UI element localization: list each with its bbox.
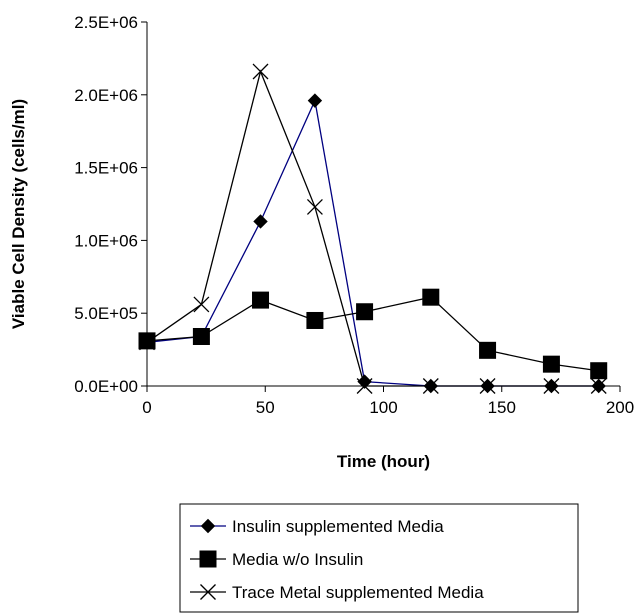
data-point-x [590,378,607,394]
data-point-diamond [253,214,268,229]
data-point-x [306,198,323,215]
y-tick-label: 1.0E+06 [74,231,138,250]
legend-item: Media w/o Insulin [190,550,363,569]
data-point-square [542,355,560,373]
data-point-square [199,550,217,568]
y-tick-label: 1.5E+06 [74,159,138,178]
series-square [138,288,608,380]
y-tick-label: 2.0E+06 [74,86,138,105]
series-group [138,63,608,394]
legend-item: Insulin supplemented Media [190,517,444,536]
data-point-square [306,311,324,329]
y-axis-title: Viable Cell Density (cells/ml) [9,99,28,329]
data-point-square [479,341,497,359]
series-x [139,63,607,394]
x-tick-label: 100 [369,398,397,417]
data-point-x [543,378,560,394]
data-point-diamond [307,93,323,108]
y-tick-label: 0.0E+00 [74,377,138,396]
data-point-diamond [200,518,216,534]
series-line [146,69,599,387]
legend: Insulin supplemented Media Media w/o Insu… [179,503,579,613]
data-point-x [200,584,216,600]
x-tick-label: 150 [488,398,516,417]
x-tick-label: 50 [256,398,275,417]
data-point-x [422,378,439,394]
data-point-x [479,378,496,394]
data-point-square [422,288,440,306]
data-point-square [192,327,210,345]
data-point-diamond [357,374,372,389]
x-tick-label: 200 [606,398,634,417]
data-point-square [356,303,374,321]
y-tick-label: 2.5E+06 [74,13,138,32]
data-point-x [356,378,373,394]
data-point-x [252,63,269,80]
data-point-square [252,291,270,309]
x-tick-label: 0 [142,398,151,417]
data-point-square [590,362,608,380]
data-point-x [139,334,155,351]
axes: 0.0E+00 5.0E+05 1.0E+06 1.5E+06 2.0E+06 2.5E+… [9,13,634,471]
series-diamond [139,93,606,394]
y-tick-label: 5.0E+05 [74,304,138,323]
data-point-x [193,296,210,313]
legend-item: Trace Metal supplemented Media [190,583,484,602]
legend-label: Insulin supplemented Media [232,517,444,536]
series-line [146,98,599,387]
x-axis-title: Time (hour) [337,452,430,471]
legend-box [179,503,579,613]
legend-label: Trace Metal supplemented Media [232,583,484,602]
data-point-square [138,332,156,350]
legend-label: Media w/o Insulin [232,550,363,569]
